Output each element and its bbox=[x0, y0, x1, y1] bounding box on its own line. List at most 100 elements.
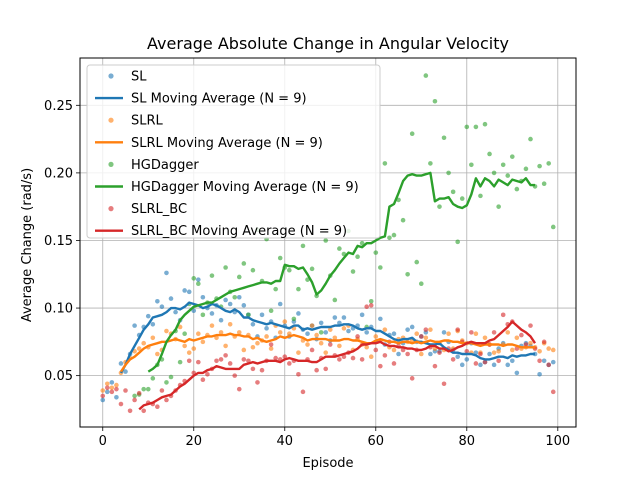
data-point bbox=[327, 342, 333, 347]
data-point bbox=[159, 388, 165, 393]
data-point bbox=[441, 135, 447, 141]
data-point bbox=[291, 316, 297, 322]
data-point bbox=[409, 131, 415, 136]
data-point bbox=[186, 358, 192, 364]
data-point bbox=[428, 351, 433, 357]
data-point bbox=[287, 267, 292, 273]
legend-marker bbox=[108, 206, 114, 212]
data-point bbox=[428, 327, 433, 332]
data-point bbox=[514, 370, 520, 376]
legend-item: SLRL Moving Average (N = 9) bbox=[95, 136, 323, 151]
data-point bbox=[150, 321, 156, 327]
data-point bbox=[378, 265, 383, 270]
data-point bbox=[505, 330, 511, 335]
data-point bbox=[541, 358, 547, 364]
data-point bbox=[423, 327, 429, 332]
data-point bbox=[200, 294, 206, 300]
data-point bbox=[368, 298, 374, 304]
data-point bbox=[391, 361, 397, 366]
series-line-sl-moving-average-n-9 bbox=[119, 301, 535, 374]
data-point bbox=[450, 357, 456, 362]
data-point bbox=[437, 204, 442, 209]
data-point bbox=[227, 321, 233, 327]
y-tick-label: 0.10 bbox=[44, 302, 73, 317]
data-point bbox=[241, 347, 247, 353]
data-point bbox=[541, 339, 547, 345]
data-point bbox=[414, 259, 420, 265]
data-point bbox=[236, 330, 242, 335]
legend-label: SLRL_BC Moving Average (N = 9) bbox=[131, 224, 347, 239]
data-point bbox=[514, 186, 520, 192]
data-point bbox=[469, 330, 474, 335]
data-point bbox=[191, 308, 197, 314]
data-point bbox=[382, 327, 388, 332]
data-point bbox=[218, 357, 224, 362]
data-point bbox=[364, 330, 369, 335]
y-tick-label: 0.20 bbox=[44, 166, 73, 181]
data-point bbox=[223, 343, 228, 349]
data-point bbox=[469, 162, 474, 168]
data-point bbox=[491, 350, 497, 355]
data-point bbox=[382, 161, 388, 166]
data-point bbox=[391, 232, 397, 238]
data-point bbox=[296, 371, 301, 377]
data-point bbox=[418, 351, 424, 357]
x-axis-title: Episode bbox=[302, 456, 353, 471]
data-point bbox=[487, 351, 492, 357]
data-point bbox=[355, 254, 360, 259]
data-point bbox=[482, 359, 488, 365]
x-tick-label: 100 bbox=[545, 434, 570, 449]
data-point bbox=[150, 376, 156, 381]
data-point bbox=[550, 224, 556, 230]
data-point bbox=[155, 404, 160, 410]
data-point bbox=[155, 298, 160, 304]
data-point bbox=[191, 346, 197, 351]
data-point bbox=[223, 297, 228, 303]
data-point bbox=[296, 286, 301, 292]
data-point bbox=[259, 367, 265, 373]
data-point bbox=[200, 377, 206, 382]
chart-title: Average Absolute Change in Angular Veloc… bbox=[147, 34, 509, 53]
data-point bbox=[273, 286, 278, 292]
data-point bbox=[114, 386, 119, 392]
data-point bbox=[405, 327, 410, 332]
data-point bbox=[209, 323, 215, 328]
data-point bbox=[318, 320, 324, 326]
data-point bbox=[496, 358, 501, 364]
data-point bbox=[250, 344, 256, 350]
data-point bbox=[341, 315, 347, 320]
data-point bbox=[491, 362, 497, 368]
data-point bbox=[259, 312, 265, 318]
data-point bbox=[446, 170, 451, 176]
data-point bbox=[359, 312, 365, 318]
legend-label: SLRL Moving Average (N = 9) bbox=[131, 136, 323, 151]
data-point bbox=[223, 353, 228, 358]
data-point bbox=[437, 350, 442, 355]
data-point bbox=[541, 181, 547, 187]
data-point bbox=[355, 334, 360, 339]
data-point bbox=[496, 204, 501, 209]
data-point bbox=[250, 366, 256, 372]
data-point bbox=[337, 343, 342, 349]
data-point bbox=[432, 363, 438, 369]
data-point bbox=[268, 308, 274, 314]
y-axis: 0.05 0.10 0.15 0.20 0.25 bbox=[44, 99, 80, 384]
data-point bbox=[296, 350, 301, 355]
data-point bbox=[300, 389, 306, 395]
data-point bbox=[364, 344, 369, 350]
data-point bbox=[241, 357, 247, 362]
data-point bbox=[550, 359, 556, 365]
data-point bbox=[105, 385, 110, 391]
data-point bbox=[537, 163, 542, 169]
data-point bbox=[182, 288, 187, 293]
series-line-slrl-bc-moving-average-n-9 bbox=[138, 320, 537, 411]
data-point bbox=[350, 269, 356, 274]
data-point bbox=[482, 335, 488, 341]
data-point bbox=[464, 349, 470, 354]
data-point bbox=[418, 334, 424, 339]
data-point bbox=[478, 193, 483, 199]
data-point bbox=[409, 376, 415, 381]
data-point bbox=[227, 301, 233, 307]
data-point bbox=[250, 321, 256, 327]
